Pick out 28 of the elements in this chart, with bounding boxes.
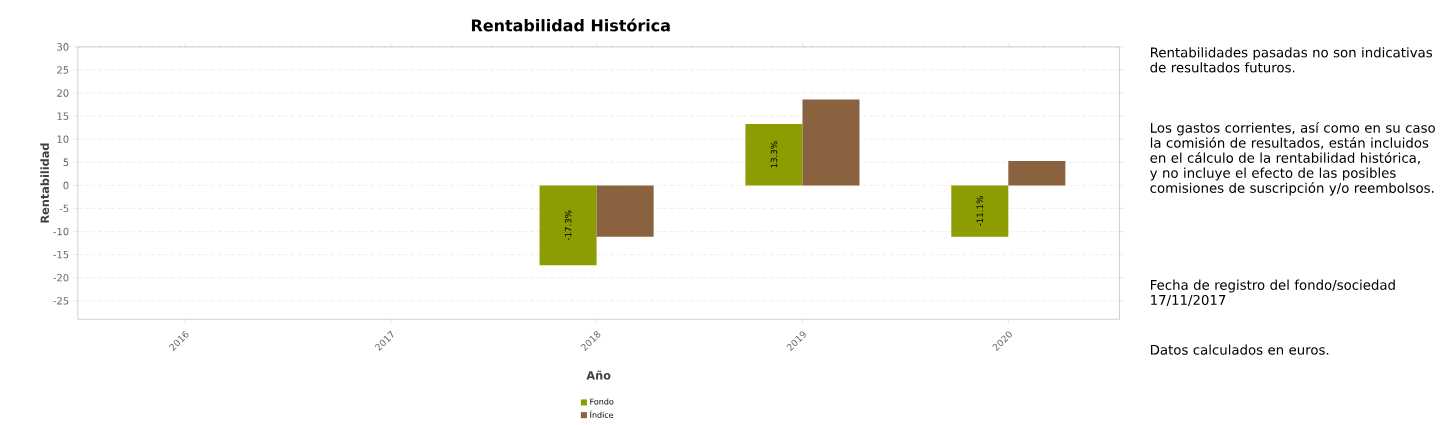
chart-title: Rentabilidad Histórica bbox=[471, 18, 670, 32]
y-tick-label: 30 bbox=[57, 43, 69, 51]
bar bbox=[802, 99, 860, 186]
bar bbox=[596, 185, 654, 237]
data-label: -17.3% bbox=[564, 210, 572, 241]
text: Los gastos corrientes, así como en su caso la comisión de resultados, están incluidos en el cálculo de la rentabilidad histórica, y no incluye el efecto de las posibles comisiones de suscripción y/o reembolsos. bbox=[1150, 121, 1435, 196]
text: Datos calculados en euros. bbox=[1151, 344, 1329, 355]
data-label: 13.3% bbox=[770, 141, 778, 168]
y-tick-label: 25 bbox=[57, 66, 69, 74]
bar bbox=[1008, 160, 1066, 186]
text: Fecha de registro del fondo/sociedad 17/11/2017 bbox=[1151, 279, 1395, 306]
y-tick-label: -20 bbox=[53, 273, 69, 282]
x-axis-title: Año bbox=[586, 370, 611, 380]
bar bbox=[745, 123, 803, 186]
text: Rentabilidades pasadas no son indicativas de resultados futuros. bbox=[1150, 47, 1433, 73]
bar bbox=[951, 185, 1009, 237]
y-tick-label: -15 bbox=[53, 250, 69, 259]
y-tick-label: 10 bbox=[57, 135, 69, 143]
y-tick-label: -25 bbox=[53, 296, 69, 305]
y-tick-label: 5 bbox=[63, 158, 69, 166]
y-tick-label: 0 bbox=[63, 181, 69, 190]
data-label: -11.1% bbox=[976, 196, 984, 226]
bar bbox=[539, 185, 597, 266]
y-tick-label: -10 bbox=[53, 227, 69, 236]
y-tick-label: -5 bbox=[59, 204, 69, 213]
y-tick-label: 15 bbox=[57, 112, 69, 120]
y-tick-label: 20 bbox=[57, 89, 69, 97]
y-axis-title: Rentabilidad bbox=[40, 143, 50, 223]
